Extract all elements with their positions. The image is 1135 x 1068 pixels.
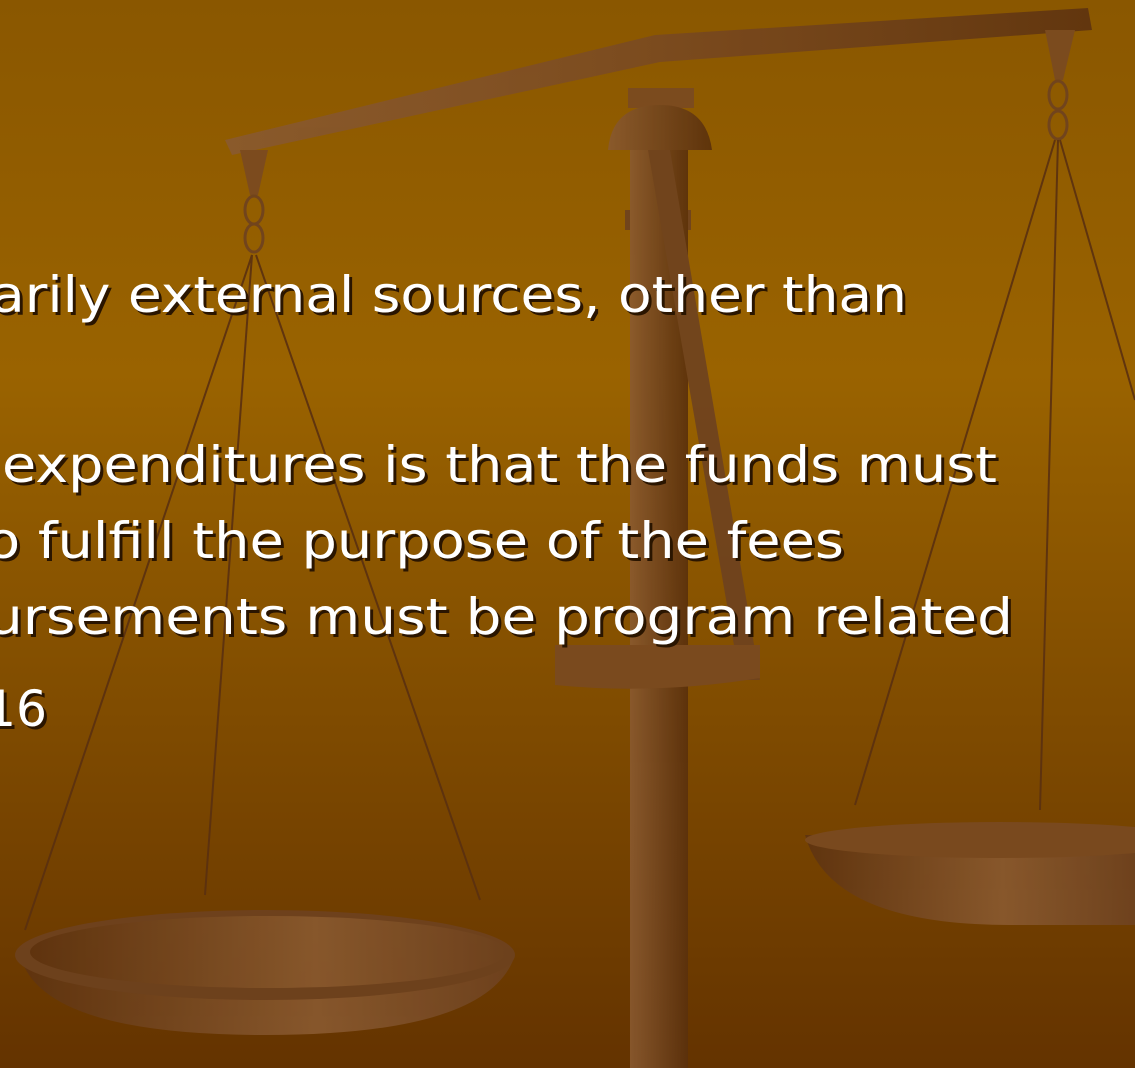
- bullet-text: arily external sources, other than arily…: [0, 266, 1016, 741]
- text-shadow: ursements must be program related: [0, 591, 1016, 649]
- text-line: expenditures is that the funds must: [2, 436, 997, 494]
- text-line: o fulfill the purpose of the fees: [0, 512, 844, 570]
- text-shadow: arily external sources, other than: [0, 269, 910, 327]
- text-line: 16: [0, 680, 47, 738]
- scale-illustration: [15, 8, 1135, 1068]
- text-line: ursements must be program related: [0, 588, 1013, 646]
- text-line: arily external sources, other than: [0, 266, 907, 324]
- text-shadow: expenditures is that the funds must: [5, 439, 1000, 497]
- text-shadow: o fulfill the purpose of the fees: [0, 515, 847, 573]
- text-shadow: 16: [0, 683, 50, 741]
